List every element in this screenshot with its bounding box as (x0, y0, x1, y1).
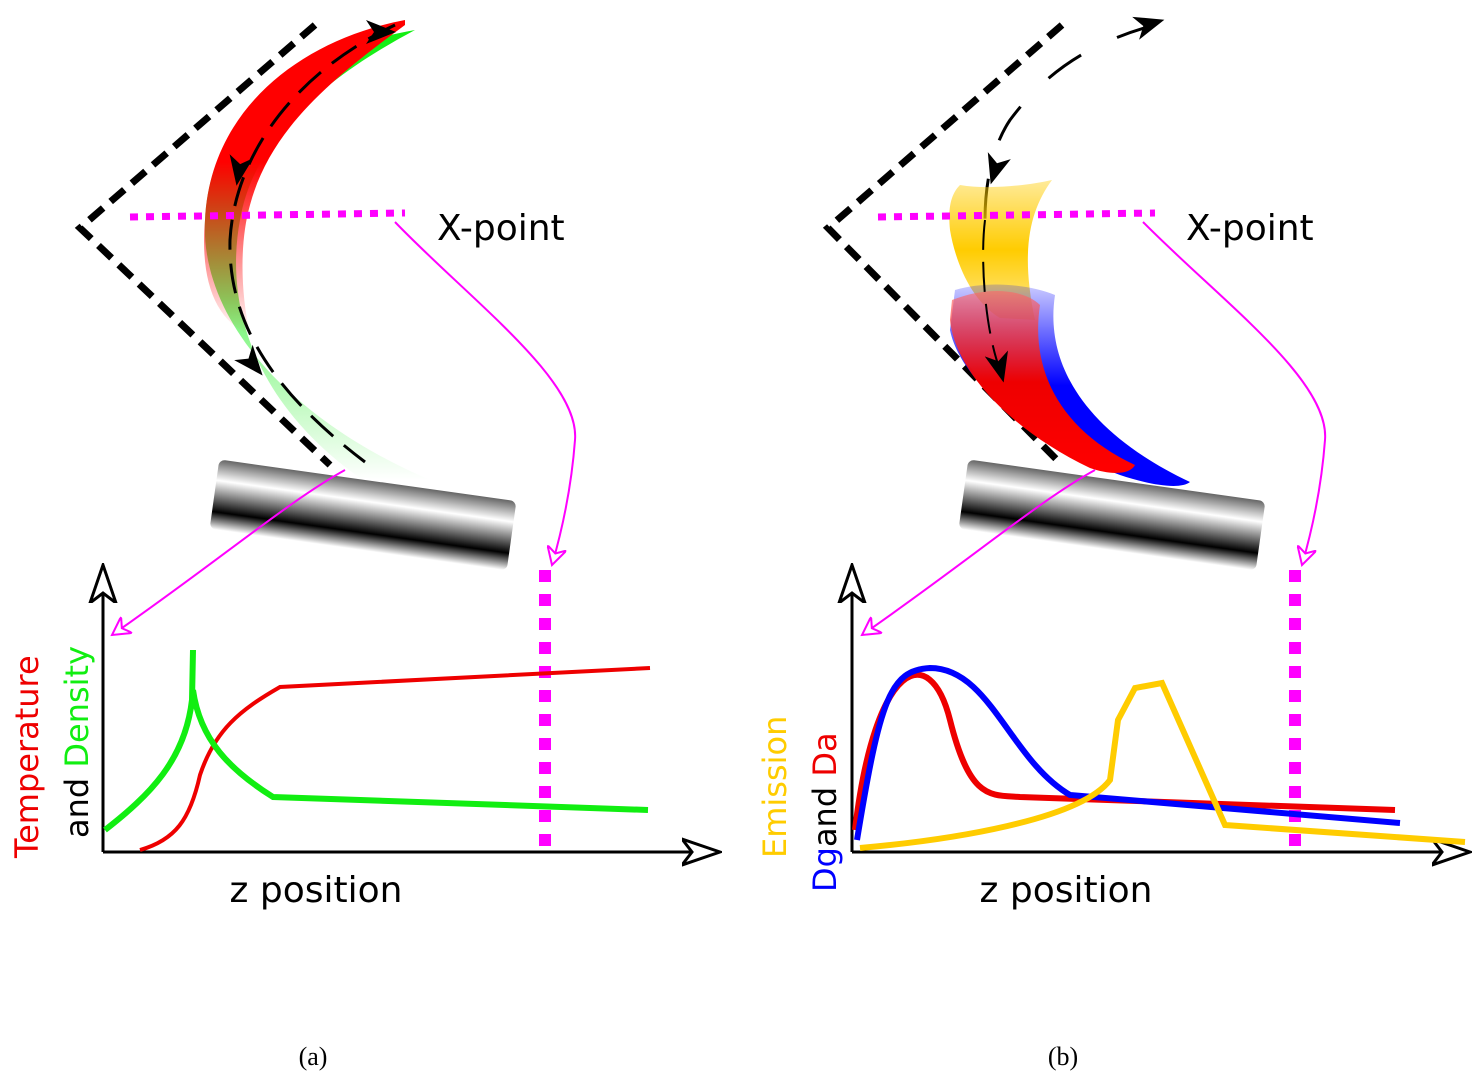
caption: (a) (299, 1042, 328, 1071)
caption: (b) (1048, 1042, 1078, 1071)
y-axis-label-part: Da (806, 732, 844, 776)
y-axis-label: Temperature (8, 655, 46, 859)
arrow (995, 160, 998, 170)
y-axis-label-part: and (58, 778, 96, 838)
x-point-line (130, 213, 405, 217)
x-axis-label: z position (980, 870, 1153, 911)
target-plate (959, 459, 1266, 570)
x-point-label: X-point (1186, 208, 1314, 249)
y-axis-label: Dgand Da (806, 732, 844, 892)
density-curve (105, 650, 648, 830)
arrow (248, 358, 253, 364)
figure: X-point z position Temperature and Densi… (0, 0, 1479, 1082)
y-axis-label-part: Dg (806, 847, 844, 892)
x-point-label: X-point (437, 208, 565, 249)
da-curve (855, 675, 1395, 830)
y-axis-label: and Density (58, 646, 96, 838)
y-axis-label: Emission (756, 716, 794, 858)
panel-a: X-point z position Temperature and Densi… (8, 20, 720, 1071)
y-axis-label-part: and (806, 787, 844, 847)
temperature-curve (140, 668, 650, 850)
y-axis-label-part: Density (58, 646, 96, 768)
x-axis-label: z position (230, 870, 403, 911)
panel-b: X-point z position Emission Dgand Da (b) (756, 24, 1470, 1071)
